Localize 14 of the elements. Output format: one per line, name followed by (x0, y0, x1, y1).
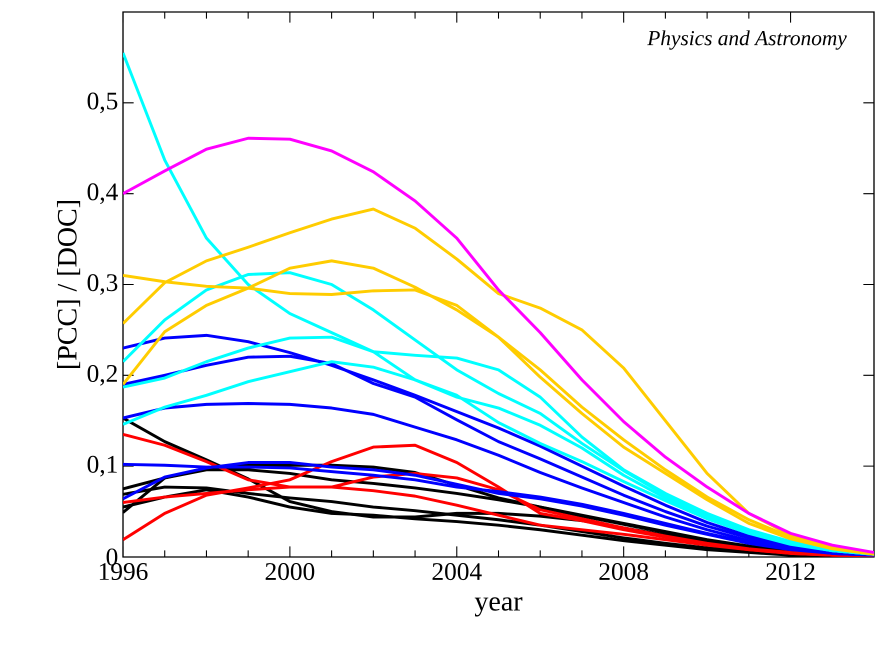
x-tick-label: 2012 (766, 563, 814, 580)
x-tick-label: 2008 (599, 563, 648, 580)
y-tick-label: 0 (106, 548, 118, 566)
annotation: Physics and Astronomy (647, 30, 847, 50)
y-tick-label: 0,3 (88, 274, 118, 295)
x-tick-label: 2000 (266, 563, 314, 580)
y-axis-title: [PCC] / [DOC] (56, 201, 80, 368)
y-tick-label: 0,1 (88, 456, 117, 477)
x-tick-label: 1996 (100, 563, 148, 580)
y-tick-label: 0,2 (88, 364, 117, 386)
y-tick-label: 0,4 (88, 183, 118, 204)
x-axis-title: year (474, 597, 522, 617)
x-tick-label: 2004 (432, 563, 482, 580)
y-tick-label: 0,5 (88, 92, 118, 114)
